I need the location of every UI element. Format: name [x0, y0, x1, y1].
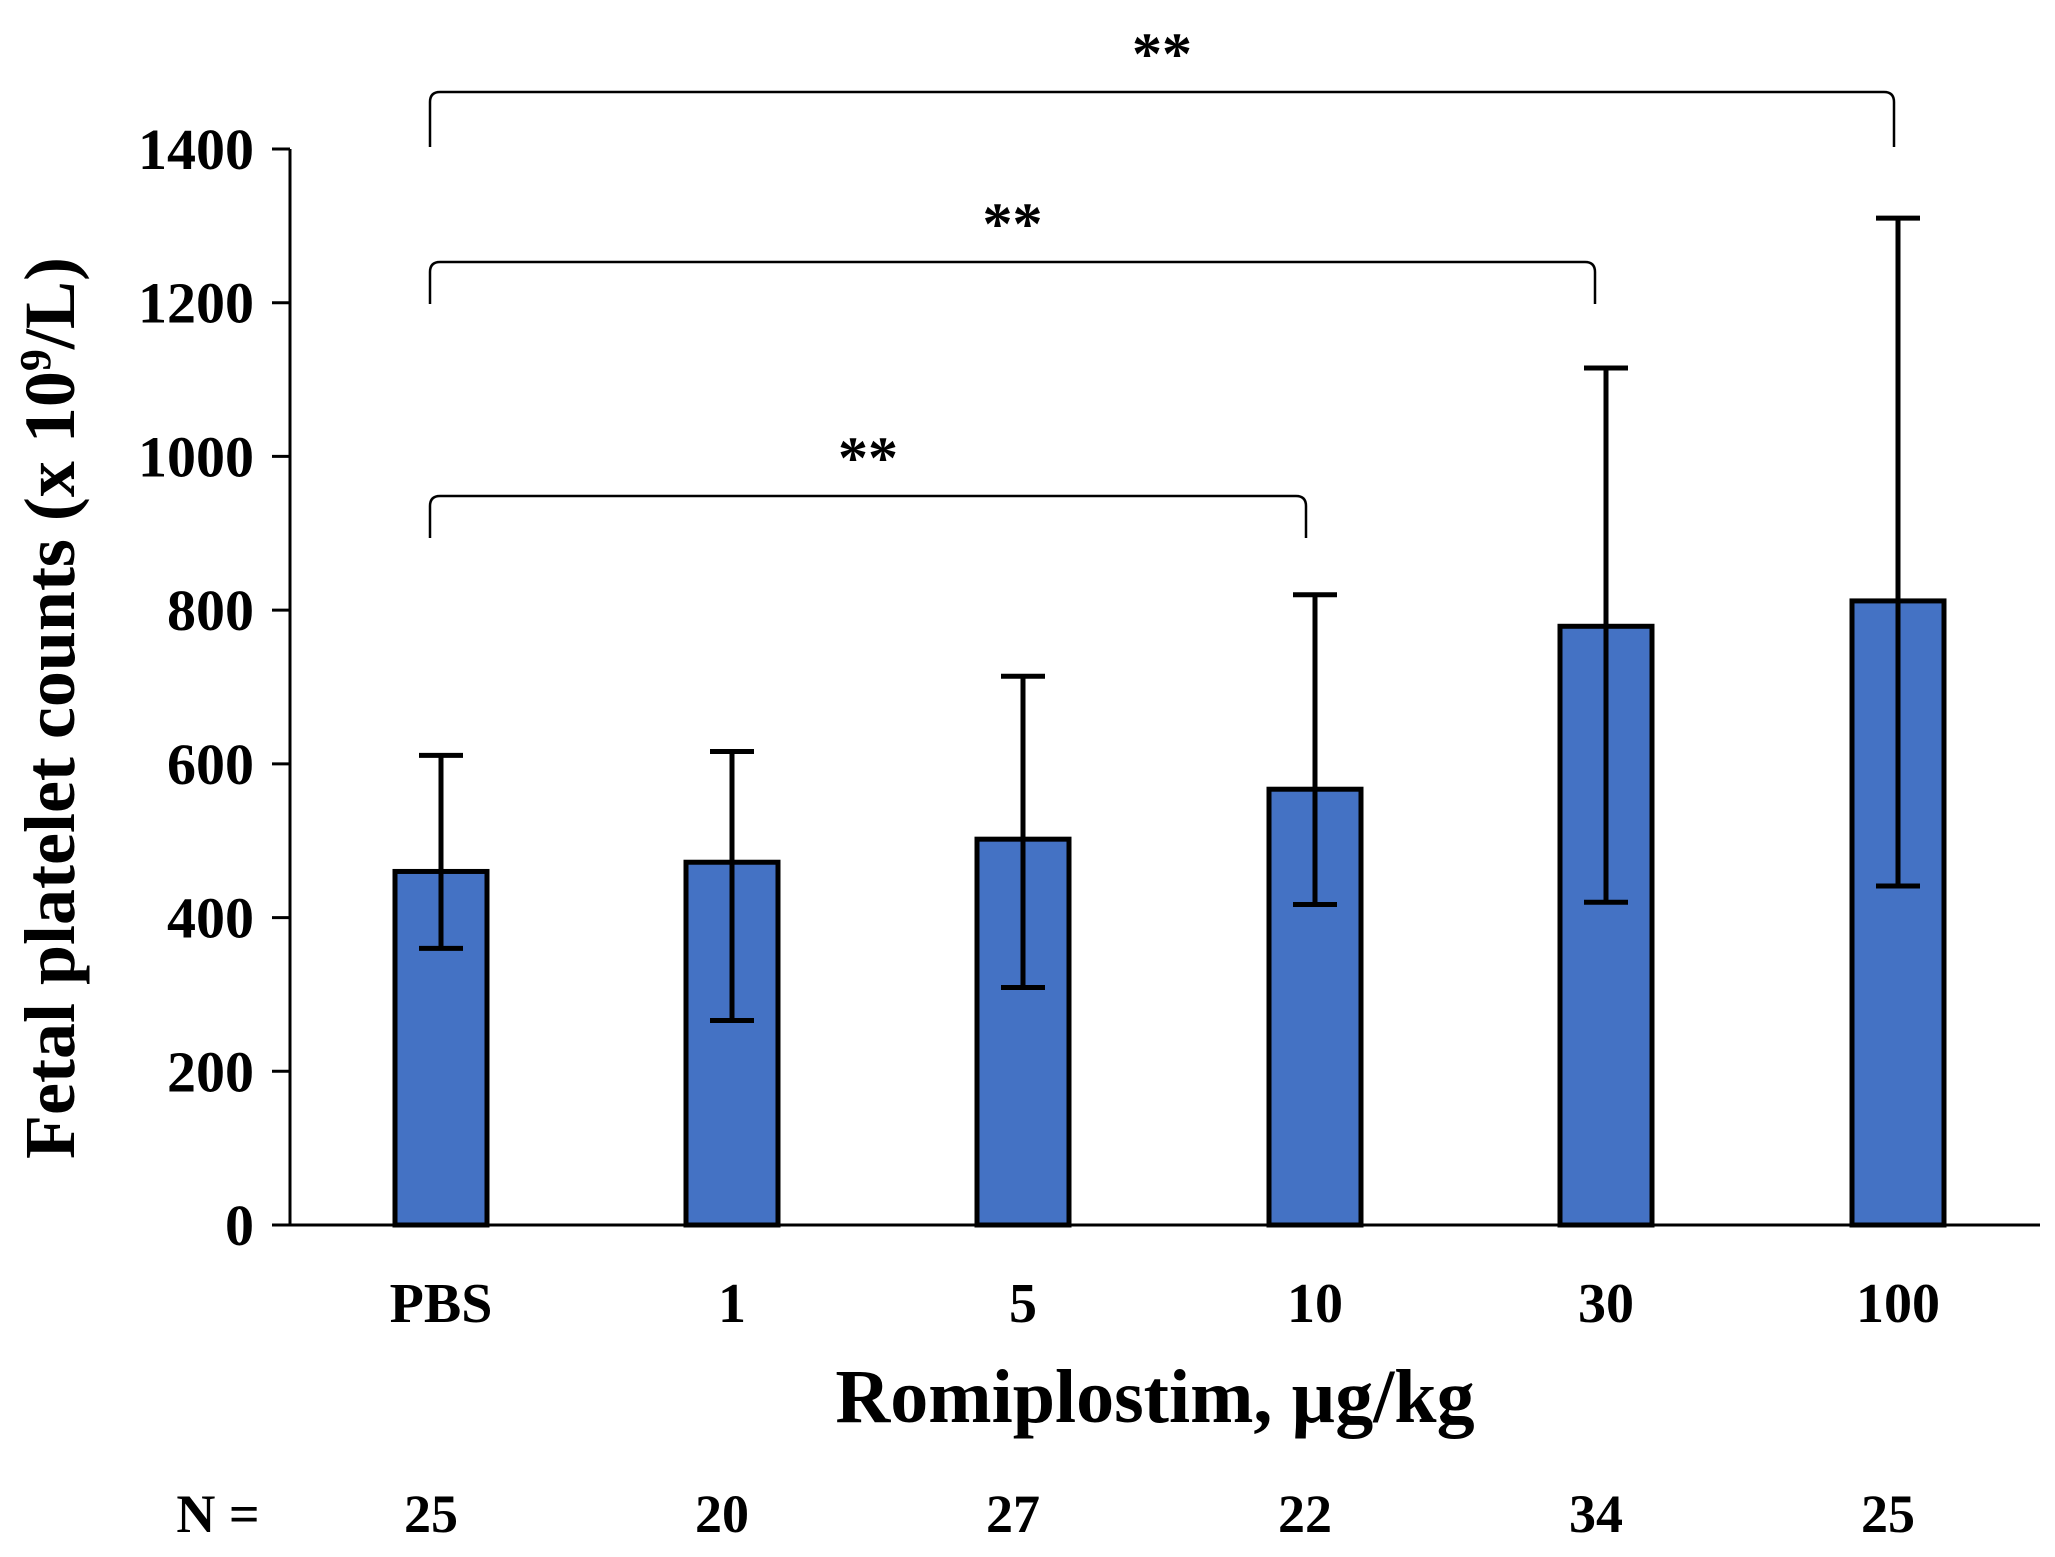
y-tick-label: 1200	[138, 271, 254, 336]
n-value: 34	[1569, 1484, 1623, 1544]
x-tick-labels: PBS 1 5 10 30 100	[390, 1273, 1940, 1335]
y-tick-label: 800	[167, 578, 254, 643]
y-tick-label: 600	[167, 732, 254, 797]
n-value: 27	[986, 1484, 1040, 1544]
n-label: N =	[176, 1484, 259, 1544]
y-axis-label-sup: 9	[11, 349, 60, 371]
y-tick-label: 200	[167, 1039, 254, 1104]
x-tick-label: 30	[1578, 1273, 1634, 1335]
n-value: 22	[1278, 1484, 1332, 1544]
significance-bracket	[428, 494, 1308, 538]
y-tick-label: 1400	[138, 117, 254, 182]
significance-label: **	[838, 425, 898, 491]
x-tick-label: 5	[1009, 1273, 1037, 1335]
n-value: 25	[1861, 1484, 1915, 1544]
y-tick-label: 1000	[138, 424, 254, 489]
y-tick-label: 400	[167, 886, 254, 951]
significance-bracket	[428, 260, 1597, 304]
y-axis-label-main: Fetal platelet counts (x 10	[10, 371, 90, 1159]
significance-bracket	[428, 90, 1896, 147]
x-tick-label: 10	[1287, 1273, 1343, 1335]
n-value: 25	[404, 1484, 458, 1544]
n-values: 25 20 27 22 34 25	[404, 1484, 1915, 1544]
x-tick-label: PBS	[390, 1273, 493, 1335]
significance-label: **	[983, 191, 1043, 257]
axes: 0 200 400 600 800 1000 1200 1400	[138, 117, 2040, 1258]
y-tick-label: 0	[225, 1193, 254, 1258]
significance-label: **	[1132, 21, 1192, 87]
significance-brackets: ** ** **	[428, 21, 1896, 538]
n-value: 20	[695, 1484, 749, 1544]
x-tick-label: 100	[1856, 1273, 1940, 1335]
x-tick-label: 1	[718, 1273, 746, 1335]
y-axis-label: Fetal platelet counts (x 109/L)	[10, 257, 90, 1159]
error-bars	[419, 215, 1920, 1024]
y-axis-label-tail: /L)	[10, 257, 90, 350]
bars	[392, 598, 1947, 1228]
x-axis-label: Romiplostim, µg/kg	[835, 1355, 1474, 1439]
